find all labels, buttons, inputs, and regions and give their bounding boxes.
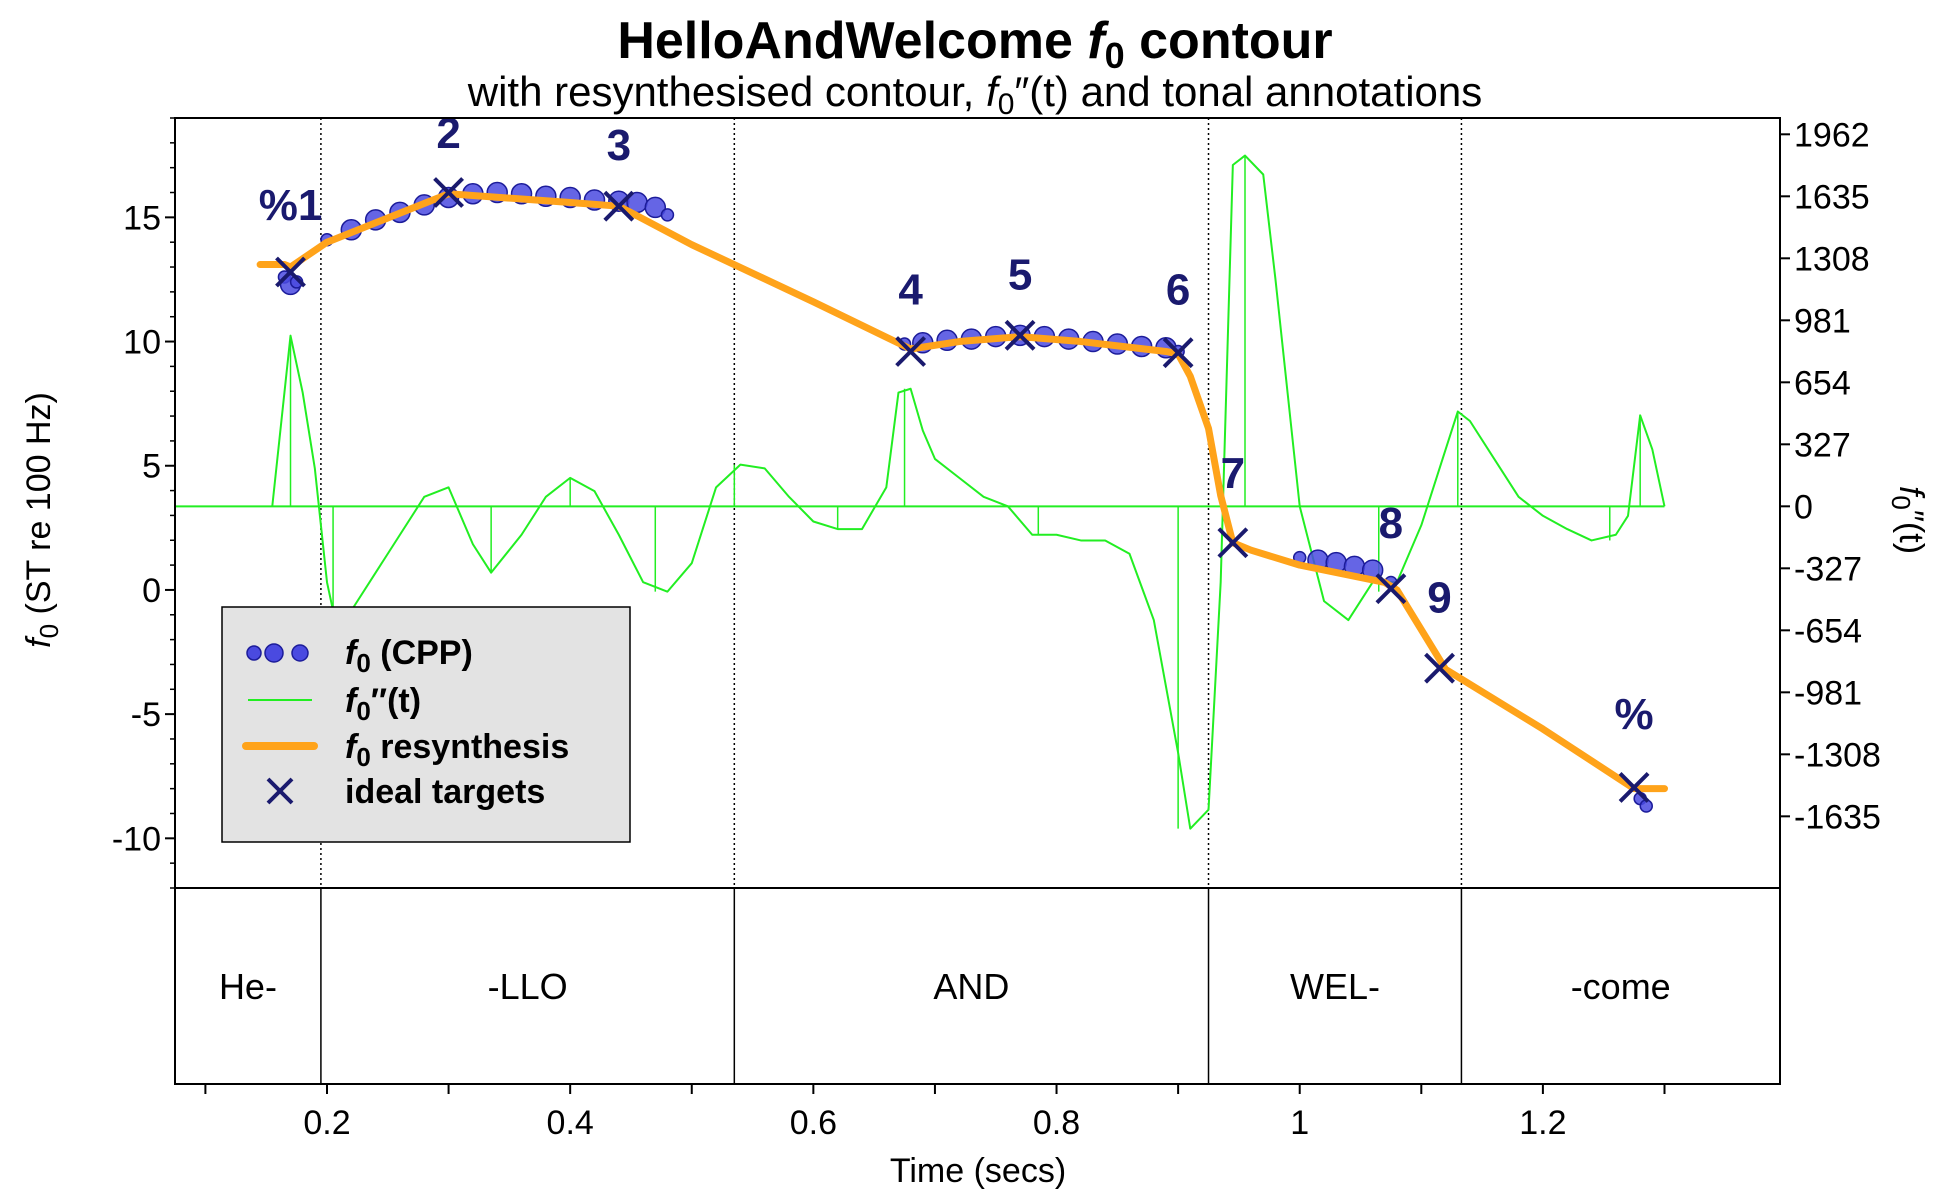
legend-item-derivative: f0″(t) — [248, 682, 421, 726]
chart-title: HelloAndWelcome f0 contour — [617, 12, 1332, 76]
target-label: 9 — [1427, 573, 1451, 622]
y2-tick-label: 0 — [1794, 488, 1813, 526]
target-label: %1 — [259, 181, 323, 230]
y2-tick-label: -327 — [1794, 550, 1862, 588]
chart-legend: f0 (CPP) f0″(t) f0 resynthesis ideal tar… — [221, 606, 631, 843]
y2-axis-label: f0″(t) — [1886, 486, 1930, 554]
target-label: 2 — [436, 109, 460, 158]
syllable-labels: He- -LLO AND WEL- -come — [219, 966, 1671, 1007]
target-cross-stroke — [895, 336, 927, 367]
y2-tick-label: 1308 — [1794, 240, 1870, 278]
y-tick-label: 15 — [123, 199, 161, 237]
legend-label-resynthesis: f0 resynthesis — [345, 728, 569, 772]
legend-swatch-target-cross-icon — [266, 777, 294, 805]
target-label: 4 — [898, 265, 923, 314]
f0-derivative-series — [175, 154, 1666, 830]
y-axis-label: f0 (ST re 100 Hz) — [20, 392, 64, 648]
y2-tick-label: 981 — [1794, 302, 1851, 340]
x-tick-label: 0.2 — [303, 1104, 350, 1142]
target-cross-stroke — [603, 190, 635, 222]
target-cross-stroke — [433, 177, 464, 208]
target-cross-icon — [1375, 573, 1407, 605]
legend-label-cpp: f0 (CPP) — [345, 634, 473, 678]
target-cross-icon — [1424, 652, 1455, 684]
target-cross-icon — [275, 256, 306, 288]
legend-item-targets: ideal targets — [266, 773, 545, 811]
y2-tick-label: -981 — [1794, 674, 1862, 712]
chart-axes: 0.2 0.4 0.6 0.8 1 1.2 -10 -5 0 5 10 15 -1635 -1308 -98… — [112, 116, 1881, 1142]
x-tick-label: 1 — [1290, 1104, 1309, 1142]
legend-cpp-dot — [264, 643, 284, 663]
legend-label-derivative: f0″(t) — [345, 682, 421, 726]
x-tick-label: 0.6 — [790, 1104, 837, 1142]
target-cross-stroke — [1217, 527, 1249, 559]
target-cross-stroke — [1004, 319, 1036, 351]
syllable-boundaries — [320, 118, 1463, 1084]
target-cross-icon — [433, 177, 464, 208]
syllable-tier-frame — [174, 887, 1781, 1085]
target-label: 5 — [1008, 250, 1032, 299]
syllable-label: -LLO — [488, 966, 568, 1007]
y2-tick-label: -1635 — [1794, 798, 1881, 836]
ideal-targets-series — [275, 177, 1650, 803]
y-tick-label: -10 — [112, 820, 161, 858]
target-label: 7 — [1221, 449, 1245, 498]
syllable-label: AND — [933, 966, 1009, 1007]
target-label: % — [1615, 690, 1654, 739]
syllable-label: WEL- — [1290, 966, 1380, 1007]
y2-tick-label: 654 — [1794, 364, 1851, 402]
target-cross-icon — [1004, 319, 1036, 351]
legend-cpp-dot — [291, 644, 309, 662]
legend-swatch-cpp — [246, 643, 309, 663]
y-tick-label: -5 — [131, 696, 161, 734]
chart-subtitle: with resynthesised contour, f0″(t) and t… — [467, 68, 1483, 121]
legend-label-targets: ideal targets — [345, 773, 545, 811]
target-label: 6 — [1166, 265, 1190, 314]
legend-item-resynthesis: f0 resynthesis — [242, 728, 569, 772]
x-tick-label: 1.2 — [1519, 1104, 1566, 1142]
cpp-point — [660, 208, 675, 222]
cpp-point — [644, 196, 667, 219]
target-label: 8 — [1379, 499, 1403, 548]
target-cross-icon — [1217, 527, 1249, 559]
target-cross-stroke — [1424, 652, 1455, 684]
target-cross-icon — [603, 190, 635, 222]
legend-item-cpp: f0 (CPP) — [246, 634, 473, 678]
tonal-annotation-labels: %1 2 3 4 5 6 7 89% — [259, 109, 1654, 739]
target-cross-stroke — [1375, 573, 1407, 605]
y-tick-label: 10 — [123, 324, 161, 362]
y2-tick-label: 1635 — [1794, 178, 1870, 216]
x-tick-label: 0.4 — [547, 1104, 594, 1142]
y2-tick-label: 1962 — [1794, 116, 1870, 154]
y2-tick-label: -654 — [1794, 612, 1862, 650]
y2-tick-label: 327 — [1794, 426, 1851, 464]
legend-cpp-dot — [246, 645, 262, 661]
y2-tick-label: -1308 — [1794, 736, 1881, 774]
f0-resynthesis-series — [256, 190, 1668, 793]
syllable-label: -come — [1571, 966, 1671, 1007]
y-tick-label: 5 — [142, 448, 161, 486]
resynthesis-line — [256, 190, 1668, 793]
target-cross-stroke — [1618, 771, 1650, 803]
x-axis-label: Time (secs) — [890, 1152, 1066, 1190]
y-tick-label: 0 — [142, 572, 161, 610]
target-cross-stroke — [275, 256, 306, 288]
target-cross-icon — [1162, 337, 1194, 369]
target-cross-icon — [895, 336, 927, 367]
target-label: 3 — [607, 121, 631, 170]
target-cross-icon — [1618, 771, 1650, 803]
derivative-curve — [271, 154, 1666, 830]
x-tick-label: 0.8 — [1033, 1104, 1080, 1142]
target-cross-stroke — [1162, 337, 1194, 369]
syllable-label: He- — [219, 966, 277, 1007]
